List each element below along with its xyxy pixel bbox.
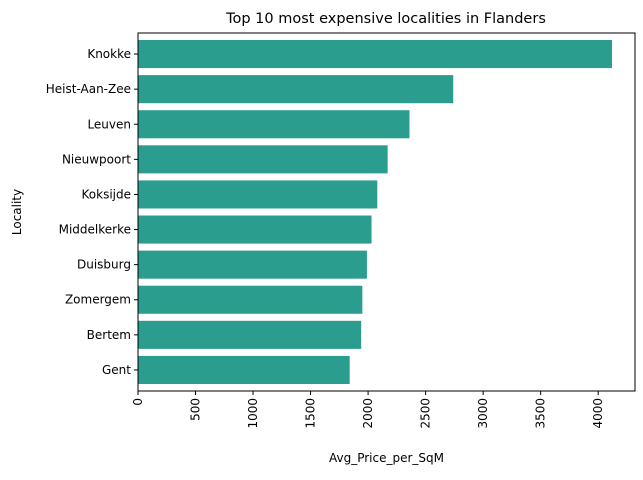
plot-frame xyxy=(137,32,636,392)
bar-koksijde xyxy=(138,180,378,209)
x-tick-label-1000: 1000 xyxy=(246,398,260,429)
bar-gent xyxy=(138,355,350,384)
bar-duisburg xyxy=(138,250,367,279)
x-tick-label-2500: 2500 xyxy=(419,398,433,429)
y-tick-label-heist-aan-zee: Heist-Aan-Zee xyxy=(46,82,131,96)
bar-nieuwpoort xyxy=(138,145,388,174)
x-tick-label-500: 500 xyxy=(189,398,203,421)
bar-knokke xyxy=(138,40,612,69)
x-tick-label-3500: 3500 xyxy=(534,398,548,429)
bar-middelkerke xyxy=(138,215,372,244)
y-tick-label-duisburg: Duisburg xyxy=(77,258,131,272)
y-axis-label: Locality xyxy=(10,189,24,235)
bar-bertem xyxy=(138,320,362,349)
x-tick-label-0: 0 xyxy=(131,398,145,406)
chart-title: Top 10 most expensive localities in Flan… xyxy=(225,11,546,27)
bar-zomergem xyxy=(138,285,363,314)
y-tick-label-zomergem: Zomergem xyxy=(65,293,131,307)
bar-heist-aan-zee xyxy=(138,75,454,104)
y-tick-label-gent: Gent xyxy=(102,363,131,377)
x-tick-label-2000: 2000 xyxy=(361,398,375,429)
y-tick-label-knokke: Knokke xyxy=(87,47,131,61)
x-ticks-group: 0 500 1000 1500 2000 2500 3000 3500 4000 xyxy=(131,391,605,429)
y-tick-label-nieuwpoort: Nieuwpoort xyxy=(62,152,131,166)
y-tick-label-leuven: Leuven xyxy=(87,117,131,131)
y-tick-label-koksijde: Koksijde xyxy=(82,187,131,201)
bars-group xyxy=(138,40,612,384)
y-tick-label-middelkerke: Middelkerke xyxy=(59,223,131,237)
bar-leuven xyxy=(138,110,410,139)
x-axis-label: Avg_Price_per_SqM xyxy=(329,451,444,465)
x-tick-label-3000: 3000 xyxy=(476,398,490,429)
y-tick-label-bertem: Bertem xyxy=(87,328,131,342)
x-tick-label-1500: 1500 xyxy=(304,398,318,429)
x-tick-label-4000: 4000 xyxy=(591,398,605,429)
y-ticks-group: Knokke Heist-Aan-Zee Leuven Nieuwpoort Koksi… xyxy=(46,47,138,377)
